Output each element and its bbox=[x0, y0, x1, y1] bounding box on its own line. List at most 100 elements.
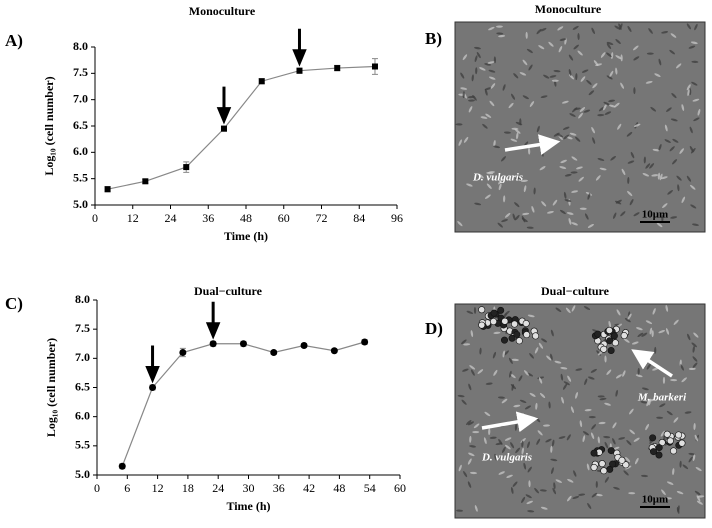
cell bbox=[512, 213, 516, 221]
cluster-cell bbox=[598, 460, 606, 468]
cell bbox=[613, 486, 620, 490]
cell bbox=[680, 364, 684, 371]
cell bbox=[567, 478, 574, 483]
cell bbox=[485, 382, 493, 385]
cell bbox=[665, 328, 670, 335]
cell bbox=[640, 400, 648, 404]
cell bbox=[615, 55, 622, 60]
cell bbox=[493, 331, 501, 335]
cell bbox=[654, 73, 661, 78]
cell bbox=[591, 492, 598, 498]
cell bbox=[579, 420, 583, 428]
cell bbox=[664, 497, 672, 500]
cell bbox=[550, 458, 558, 462]
cluster-cell bbox=[649, 434, 657, 442]
cell bbox=[489, 436, 497, 439]
cell bbox=[527, 466, 532, 473]
cell bbox=[661, 215, 664, 223]
x-tick-label: 24 bbox=[165, 211, 177, 225]
cell bbox=[612, 438, 616, 445]
cell bbox=[687, 89, 690, 96]
cell bbox=[582, 435, 586, 443]
cell bbox=[569, 132, 577, 136]
cell bbox=[467, 421, 475, 426]
cluster-cell bbox=[670, 447, 678, 455]
cell bbox=[579, 207, 587, 210]
cell bbox=[587, 502, 592, 510]
cell bbox=[470, 369, 475, 376]
cell bbox=[676, 491, 684, 495]
cell bbox=[693, 332, 699, 338]
cell bbox=[479, 67, 486, 71]
cell bbox=[545, 438, 552, 443]
cell bbox=[597, 395, 605, 398]
cell bbox=[463, 471, 468, 478]
cell bbox=[473, 306, 477, 314]
cell bbox=[633, 123, 641, 128]
cell bbox=[524, 405, 532, 410]
cell bbox=[551, 79, 559, 82]
cell bbox=[651, 330, 654, 338]
image-annotation: D. vulgaris bbox=[481, 452, 532, 464]
y-tick-label: 7.5 bbox=[73, 65, 88, 79]
cell bbox=[694, 490, 701, 496]
cell bbox=[579, 107, 586, 113]
cluster-cell bbox=[594, 330, 602, 338]
cell bbox=[538, 377, 543, 384]
cell bbox=[572, 496, 580, 499]
cell bbox=[604, 111, 612, 115]
cell bbox=[552, 199, 558, 206]
cell bbox=[492, 351, 497, 359]
cell bbox=[559, 38, 567, 41]
cell bbox=[456, 509, 464, 512]
cluster-cell bbox=[500, 336, 508, 344]
cell bbox=[488, 428, 491, 436]
point bbox=[270, 349, 278, 356]
cell bbox=[692, 345, 695, 353]
cell bbox=[690, 204, 697, 209]
cell bbox=[529, 392, 536, 397]
cell bbox=[470, 330, 474, 338]
cell bbox=[592, 83, 598, 89]
cell bbox=[568, 217, 572, 225]
cell bbox=[543, 424, 551, 427]
y-tick-label: 7.0 bbox=[75, 350, 90, 364]
cluster-cell bbox=[610, 332, 618, 340]
cell bbox=[540, 506, 548, 510]
cell bbox=[627, 25, 632, 32]
cell bbox=[503, 195, 506, 203]
cell bbox=[518, 375, 523, 382]
cell bbox=[509, 373, 516, 379]
cell bbox=[534, 347, 539, 354]
image-title: Monoculture bbox=[535, 2, 602, 16]
cell bbox=[649, 163, 655, 169]
cell bbox=[508, 357, 513, 364]
cell bbox=[682, 464, 689, 470]
cell bbox=[613, 212, 617, 219]
cell bbox=[486, 183, 492, 189]
cell bbox=[583, 306, 591, 310]
x-tick-label: 6 bbox=[124, 481, 130, 495]
cell bbox=[618, 23, 622, 30]
cell bbox=[695, 466, 702, 472]
cell bbox=[651, 174, 659, 177]
cluster-cell bbox=[606, 337, 614, 345]
cell bbox=[551, 439, 555, 447]
cell bbox=[690, 41, 698, 45]
data-line bbox=[121, 341, 365, 467]
cell bbox=[573, 107, 581, 111]
cell bbox=[515, 121, 523, 126]
image-annotation: M. barkeri bbox=[637, 392, 687, 404]
cell bbox=[656, 416, 664, 419]
cell bbox=[502, 350, 506, 358]
cluster-cell bbox=[600, 345, 608, 353]
cell bbox=[672, 159, 678, 165]
cell bbox=[473, 46, 481, 50]
cell bbox=[633, 45, 639, 51]
point bbox=[183, 164, 190, 171]
cell bbox=[586, 79, 592, 85]
cell bbox=[669, 49, 676, 55]
cell bbox=[587, 193, 591, 200]
cell bbox=[599, 397, 607, 401]
cell bbox=[529, 353, 534, 359]
